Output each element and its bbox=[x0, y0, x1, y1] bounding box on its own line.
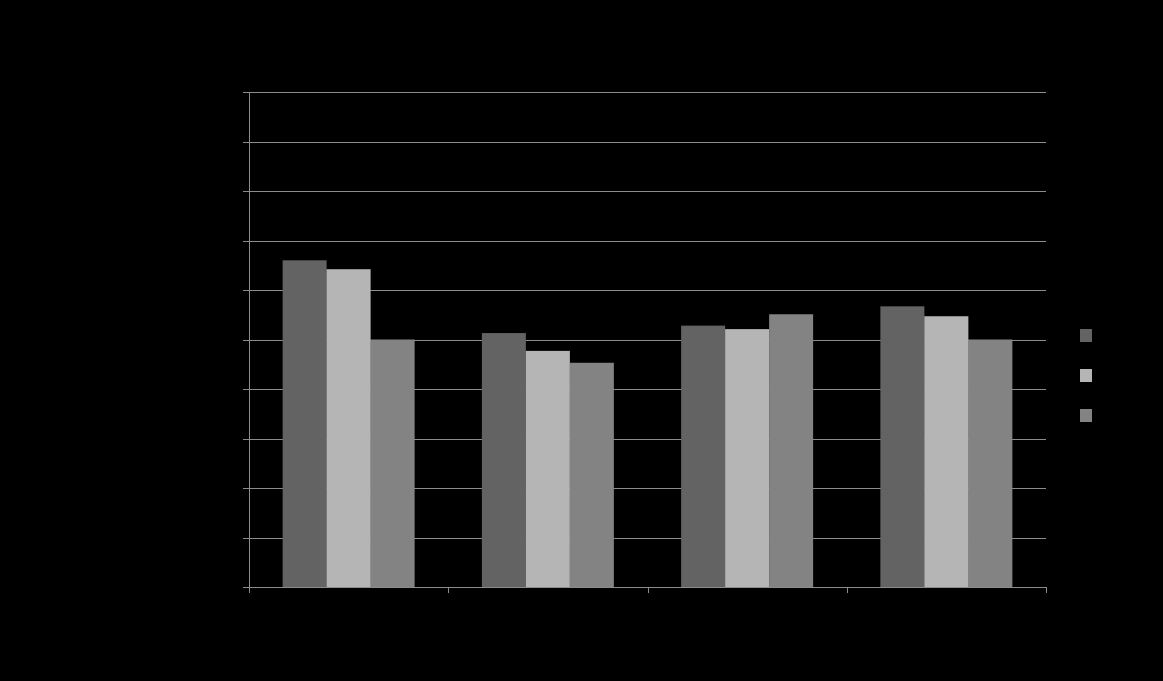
bar-series-3-cat-2 bbox=[569, 362, 614, 587]
legend-swatch-series-3 bbox=[1080, 409, 1092, 422]
axes bbox=[243, 92, 1047, 593]
bar-series-3-cat-1 bbox=[370, 339, 415, 587]
bar-series-1-cat-1 bbox=[282, 260, 327, 587]
bars bbox=[282, 260, 1013, 587]
legend bbox=[1080, 329, 1092, 422]
bar-series-3-cat-3 bbox=[769, 314, 814, 587]
bar-series-1-cat-2 bbox=[481, 333, 526, 587]
bar-series-1-cat-3 bbox=[681, 325, 726, 587]
legend-swatch-series-1 bbox=[1080, 329, 1092, 342]
bar-series-2-cat-2 bbox=[525, 350, 570, 587]
bar-series-1-cat-4 bbox=[880, 306, 925, 587]
bar-series-3-cat-4 bbox=[968, 339, 1013, 587]
bar-series-2-cat-4 bbox=[924, 316, 969, 587]
bar-series-2-cat-1 bbox=[326, 269, 371, 587]
legend-swatch-series-2 bbox=[1080, 369, 1092, 382]
bar-series-2-cat-3 bbox=[725, 329, 770, 587]
